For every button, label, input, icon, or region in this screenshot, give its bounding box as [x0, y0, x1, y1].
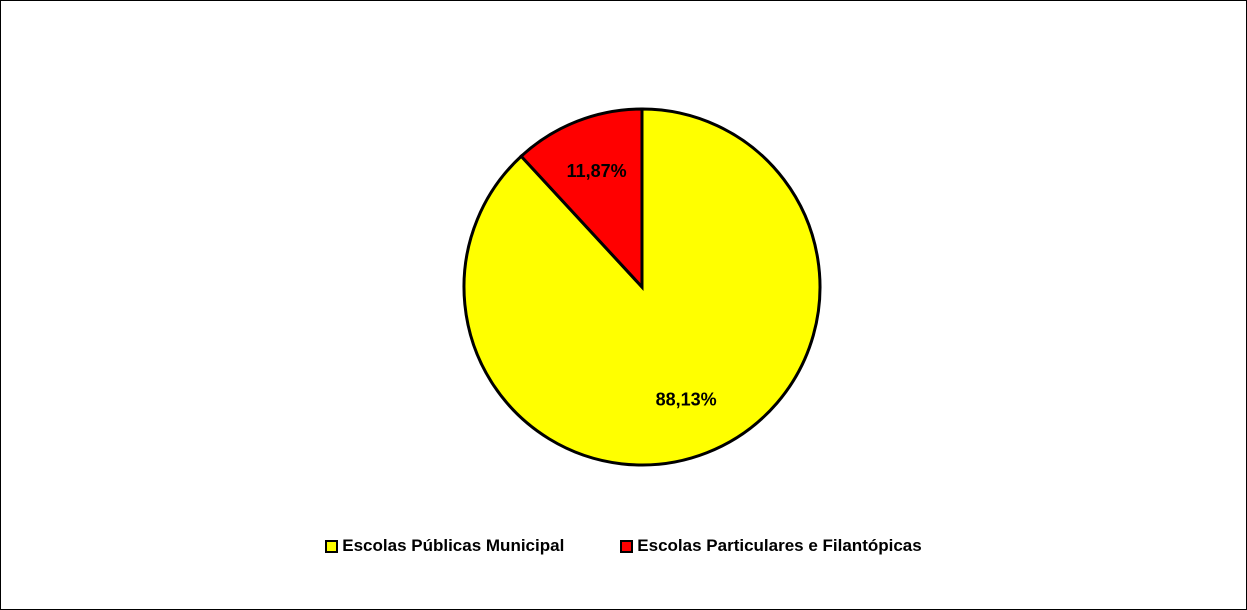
legend-swatch-particulares: [620, 539, 634, 553]
pie-slice-1: [519, 107, 644, 291]
legend-label-publicas: Escolas Públicas Municipal: [342, 536, 565, 555]
legend-item-publicas: Escolas Públicas Municipal: [325, 536, 564, 556]
pie-slice-0: [462, 107, 822, 467]
legend-swatch-publicas: [325, 539, 339, 553]
pie-slice-label-0: 88,13%: [656, 390, 717, 410]
pie-labels: 88,13% 11,87%: [567, 161, 717, 410]
pie-slices: [462, 107, 822, 467]
legend: Escolas Públicas Municipal Escolas Parti…: [0, 534, 1247, 558]
legend-label-particulares: Escolas Particulares e Filantópicas: [637, 536, 922, 555]
pie-slice-label-1: 11,87%: [567, 161, 627, 181]
legend-item-particulares: Escolas Particulares e Filantópicas: [620, 536, 922, 556]
